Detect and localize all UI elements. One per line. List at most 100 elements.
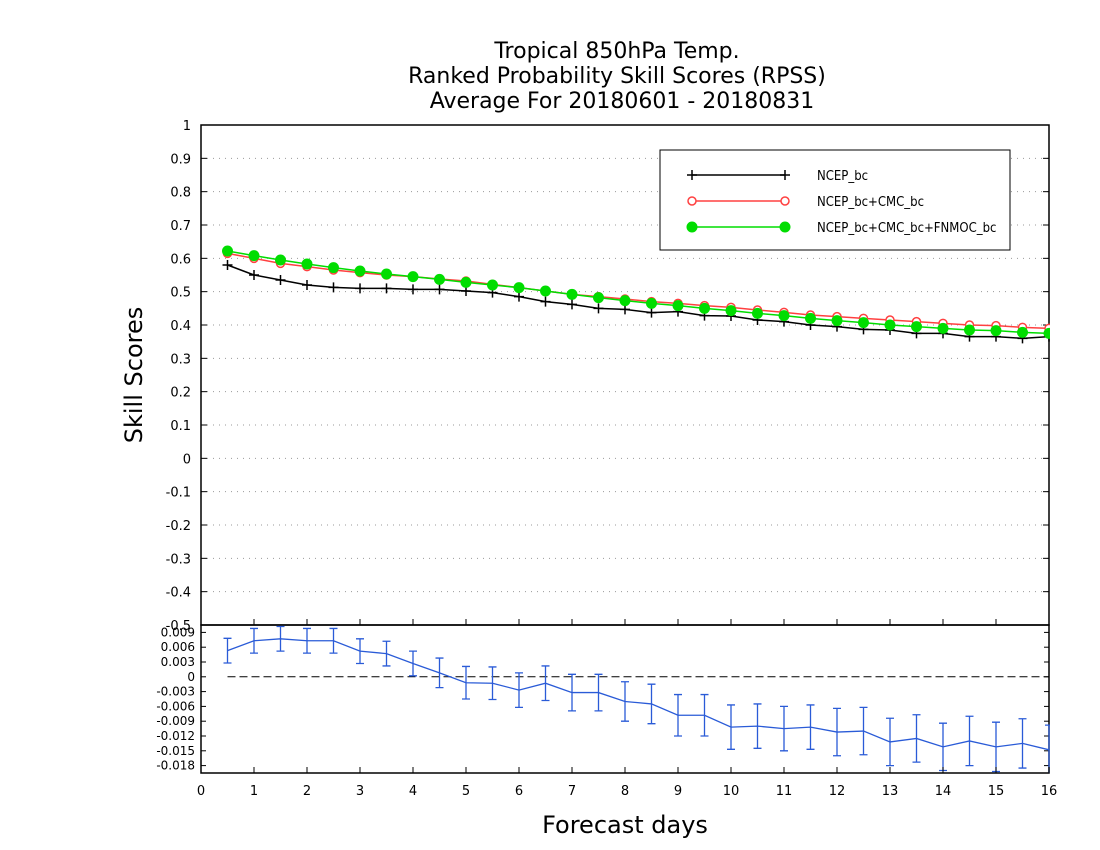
error-bar-28: [965, 715, 974, 767]
error-bar-15: [621, 681, 629, 722]
diff-y-tick-label-2: 0.003: [161, 655, 195, 669]
legend-marker-1-0: [687, 196, 697, 206]
error-bar-24: [859, 706, 868, 756]
x-tick-label-14: 14: [935, 784, 952, 799]
x-tick-label-7: 7: [568, 784, 576, 799]
series-2-point-25: [884, 319, 896, 331]
diff-y-tick-label-7: -0.012: [156, 729, 195, 743]
error-bar-20: [753, 703, 762, 749]
series-0-point-0: [222, 260, 233, 270]
diff-series-line-0: [227, 638, 1050, 751]
series-2-point-27: [937, 322, 949, 334]
x-tick-label-3: 3: [356, 784, 364, 799]
series-0-point-14: [593, 303, 604, 314]
error-bar-25: [886, 717, 894, 767]
series-2-point-11: [513, 282, 525, 294]
y-tick-label-4: -0.1: [166, 486, 191, 501]
error-bar-11: [515, 672, 523, 709]
error-bar-5: [356, 638, 364, 665]
x-tick-label-6: 6: [515, 784, 523, 799]
series-2-point-4: [328, 262, 339, 274]
x-tick-label-11: 11: [776, 784, 793, 799]
x-tick-label-15: 15: [988, 784, 1005, 799]
x-tick-label-4: 4: [409, 784, 417, 799]
y-tick-label-6: 0.1: [170, 419, 191, 434]
x-tick-label-0: 0: [197, 784, 205, 799]
diff-y-tick-label-4: -0.003: [156, 685, 195, 699]
diff-y-tick-label-9: -0.018: [156, 759, 195, 773]
series-line-2: [227, 250, 1050, 335]
error-bar-17: [674, 693, 682, 737]
x-tick-label-8: 8: [621, 784, 629, 799]
series-2-point-30: [1017, 326, 1028, 338]
series-2-point-21: [778, 310, 790, 322]
error-bar-12: [541, 665, 550, 702]
series-2: [222, 245, 1050, 339]
series-2-point-23: [831, 315, 843, 327]
series-1: [222, 248, 1050, 334]
series-2-point-16: [646, 297, 657, 309]
error-bar-4: [329, 627, 338, 654]
series-0-point-6: [381, 283, 392, 294]
error-bar-30: [1018, 718, 1027, 769]
chart-title: Tropical 850hPa Temp. Ranked Probability…: [408, 39, 826, 114]
x-tick-label-9: 9: [674, 784, 682, 799]
series-2-point-29: [990, 325, 1002, 337]
series-2-point-20: [752, 307, 763, 319]
error-bar-23: [833, 707, 841, 757]
series-2-point-14: [593, 292, 604, 304]
series-2-point-13: [566, 288, 578, 300]
y-tick-label-1: -0.4: [166, 586, 191, 601]
diff-y-tick-label-6: -0.009: [156, 714, 195, 728]
series-2-point-12: [540, 285, 551, 297]
error-bar-31: [1045, 724, 1050, 773]
y-tick-label-12: 0.7: [170, 219, 191, 234]
legend-marker-0-0: [687, 170, 697, 180]
series-2-point-9: [460, 276, 472, 288]
y-tick-label-13: 0.8: [170, 186, 191, 201]
series-2-point-19: [725, 305, 737, 317]
x-tick-label-2: 2: [303, 784, 311, 799]
diff-y-tick-label-8: -0.015: [156, 744, 195, 758]
series-2-point-6: [381, 268, 392, 280]
series-2-point-1: [248, 250, 260, 262]
main-plot-panel: -0.5 -0.4 -0.3 -0.2 -0.1 0 0.1 0.2 0.3 0.4 0.5 0.6 0…: [166, 119, 1050, 634]
series-2-point-22: [805, 312, 816, 324]
y-tick-label-0: -0.5: [166, 619, 191, 634]
error-bar-7: [409, 650, 417, 677]
error-bar-19: [727, 704, 735, 750]
y-tick-label-2: -0.3: [166, 552, 191, 567]
legend-marker-2-0: [686, 221, 698, 233]
series-2-point-18: [699, 302, 710, 314]
series-2-point-31: [1043, 327, 1050, 339]
x-tick-label-13: 13: [882, 784, 899, 799]
title-line-1: Tropical 850hPa Temp.: [493, 39, 739, 64]
y-tick-label-7: 0.2: [170, 386, 191, 401]
legend-marker-2-1: [779, 221, 791, 233]
x-axis-title: Forecast days: [542, 811, 708, 839]
error-bar-26: [912, 714, 921, 763]
legend-label-0: NCEP_bc: [817, 169, 868, 184]
series-2-point-26: [911, 321, 922, 333]
legend-label-2: NCEP_bc+CMC_bc+FNMOC_bc: [817, 221, 996, 236]
series-2-point-3: [301, 258, 313, 270]
legend-label-1: NCEP_bc+CMC_bc: [817, 195, 924, 210]
y-tick-label-14: 0.9: [170, 152, 191, 167]
y-tick-label-11: 0.6: [170, 252, 191, 267]
series-0: [222, 260, 1050, 344]
y-tick-label-5: 0: [183, 452, 191, 467]
y-axis-title: Skill Scores: [120, 307, 148, 444]
diff-y-tick-label-5: -0.006: [156, 699, 195, 713]
error-bar-0: [223, 637, 232, 664]
legend-marker-0-1: [780, 170, 790, 180]
y-tick-label-10: 0.5: [170, 286, 191, 301]
series-2-point-24: [858, 317, 869, 329]
x-tick-label-16: 16: [1041, 784, 1058, 799]
series-2-point-5: [354, 265, 366, 277]
title-line-2: Ranked Probability Skill Scores (RPSS): [408, 64, 826, 89]
error-bar-18: [700, 693, 709, 737]
y-tick-label-9: 0.4: [170, 319, 191, 334]
error-bar-16: [647, 683, 656, 725]
series-0-point-11: [514, 291, 524, 302]
diff-y-tick-label-0: 0.009: [161, 625, 195, 639]
